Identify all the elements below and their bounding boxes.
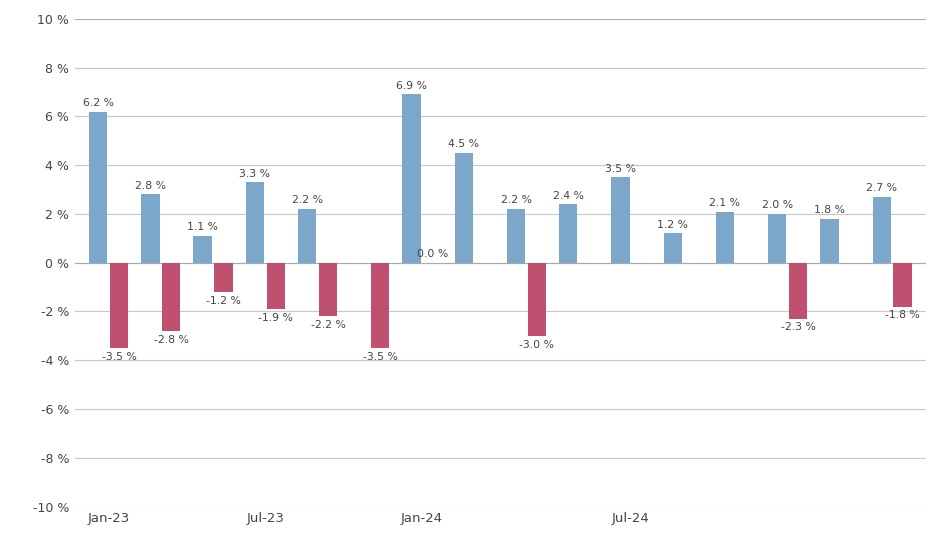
Bar — [162, 263, 180, 331]
Text: 1.2 %: 1.2 % — [657, 220, 688, 230]
Bar — [267, 263, 285, 309]
Bar — [527, 263, 546, 336]
Bar — [89, 112, 107, 263]
Text: 2.0 %: 2.0 % — [761, 200, 792, 210]
Text: -3.5 %: -3.5 % — [102, 351, 136, 362]
Text: 3.3 %: 3.3 % — [240, 169, 271, 179]
Bar — [110, 263, 128, 348]
Bar — [214, 263, 232, 292]
Bar — [611, 178, 630, 263]
Text: 2.2 %: 2.2 % — [291, 195, 322, 205]
Bar — [507, 209, 525, 263]
Text: 2.2 %: 2.2 % — [500, 195, 531, 205]
Text: 2.1 %: 2.1 % — [710, 198, 741, 208]
Bar — [455, 153, 473, 263]
Bar — [402, 95, 421, 263]
Bar — [893, 263, 912, 306]
Text: -2.2 %: -2.2 % — [310, 320, 345, 330]
Text: 2.8 %: 2.8 % — [134, 181, 165, 191]
Bar — [716, 212, 734, 263]
Bar — [194, 236, 212, 263]
Text: 3.5 %: 3.5 % — [605, 164, 636, 174]
Text: -1.8 %: -1.8 % — [885, 310, 920, 320]
Text: 2.7 %: 2.7 % — [866, 183, 897, 193]
Text: 4.5 %: 4.5 % — [448, 139, 479, 150]
Text: 6.2 %: 6.2 % — [83, 98, 114, 108]
Bar — [559, 204, 577, 263]
Bar — [319, 263, 337, 316]
Text: -1.2 %: -1.2 % — [206, 296, 241, 306]
Bar — [821, 219, 838, 263]
Text: 6.9 %: 6.9 % — [396, 81, 427, 91]
Bar — [298, 209, 316, 263]
Bar — [768, 214, 787, 263]
Text: 1.1 %: 1.1 % — [187, 222, 218, 232]
Bar — [141, 195, 160, 263]
Text: -1.9 %: -1.9 % — [258, 313, 293, 323]
Bar — [245, 182, 264, 263]
Text: -3.0 %: -3.0 % — [520, 339, 555, 350]
Bar — [789, 263, 807, 319]
Text: -3.5 %: -3.5 % — [363, 351, 398, 362]
Bar — [872, 197, 891, 263]
Text: 1.8 %: 1.8 % — [814, 205, 845, 215]
Text: -2.8 %: -2.8 % — [154, 334, 189, 345]
Bar — [664, 233, 682, 263]
Bar — [371, 263, 389, 348]
Text: 0.0 %: 0.0 % — [416, 249, 448, 259]
Text: -2.3 %: -2.3 % — [781, 322, 816, 332]
Text: 2.4 %: 2.4 % — [553, 190, 584, 201]
